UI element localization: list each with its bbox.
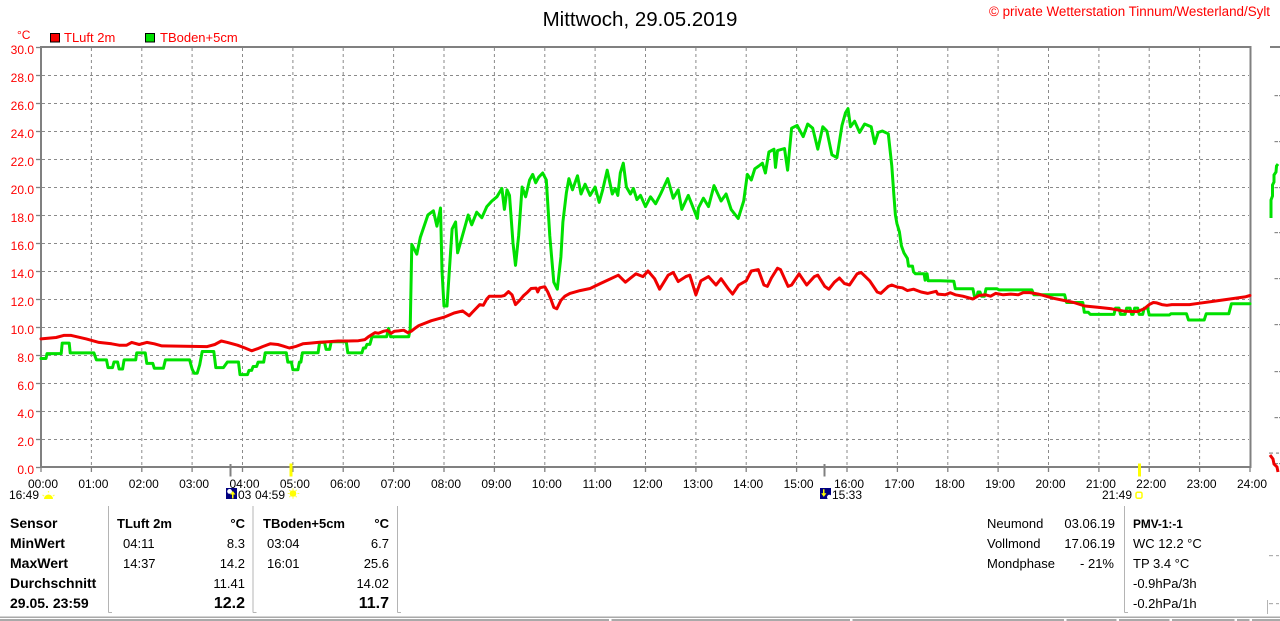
svg-text:30.0: 30.0 (11, 43, 35, 57)
svg-text:6.7: 6.7 (371, 536, 389, 551)
svg-text:04:11: 04:11 (123, 536, 155, 551)
svg-text:08:00: 08:00 (431, 477, 461, 491)
svg-text:TBoden+5cm: TBoden+5cm (263, 516, 345, 531)
svg-text:21:49: 21:49 (1102, 488, 1132, 502)
svg-text:TLuft 2m: TLuft 2m (64, 30, 115, 45)
svg-text:8.0: 8.0 (17, 351, 34, 365)
svg-text:11.41: 11.41 (213, 576, 245, 591)
svg-text:Vollmond: Vollmond (987, 536, 1040, 551)
svg-text:8.3: 8.3 (227, 536, 245, 551)
svg-text:13:00: 13:00 (683, 477, 713, 491)
svg-text:12:00: 12:00 (632, 477, 662, 491)
svg-text:MinWert: MinWert (10, 535, 65, 551)
svg-text:4.0: 4.0 (17, 407, 34, 421)
svg-text:28.0: 28.0 (11, 71, 35, 85)
svg-text:12.0: 12.0 (11, 295, 35, 309)
svg-text:WC 12.2 °C: WC 12.2 °C (1133, 536, 1202, 551)
svg-text:TBoden+5cm: TBoden+5cm (160, 30, 238, 45)
svg-text:°C: °C (230, 516, 245, 531)
svg-text:14.0: 14.0 (11, 267, 35, 281)
svg-text:16:49: 16:49 (9, 488, 39, 502)
svg-text:21:00: 21:00 (1086, 477, 1116, 491)
svg-text:°C: °C (374, 516, 389, 531)
svg-text:6.0: 6.0 (17, 379, 34, 393)
svg-text:11:00: 11:00 (583, 477, 612, 491)
svg-text:TP 3.4 °C: TP 3.4 °C (1133, 556, 1189, 571)
svg-text:-0.9hPa/3h: -0.9hPa/3h (1133, 576, 1197, 591)
svg-text:18.0: 18.0 (11, 211, 35, 225)
svg-text:16:01: 16:01 (267, 556, 300, 571)
svg-text:16:00: 16:00 (834, 477, 864, 491)
svg-text:16.0: 16.0 (11, 239, 35, 253)
svg-text:04:00: 04:00 (229, 477, 259, 491)
svg-text:22:00: 22:00 (1136, 477, 1166, 491)
svg-text:20:00: 20:00 (1035, 477, 1065, 491)
svg-text:05:00: 05:00 (280, 477, 310, 491)
svg-text:03:00: 03:00 (179, 477, 209, 491)
svg-text:11.7: 11.7 (359, 595, 389, 612)
svg-text:-0.2hPa/1h: -0.2hPa/1h (1133, 596, 1197, 611)
svg-text:15:00: 15:00 (784, 477, 814, 491)
svg-text:MaxWert: MaxWert (10, 555, 68, 571)
svg-text:Durchschnitt: Durchschnitt (10, 575, 97, 591)
svg-text:17.06.19: 17.06.19 (1064, 536, 1115, 551)
svg-text:25.6: 25.6 (364, 556, 389, 571)
svg-text:26.0: 26.0 (11, 99, 35, 113)
svg-text:10:00: 10:00 (532, 477, 562, 491)
svg-text:01:00: 01:00 (78, 477, 108, 491)
svg-text:18:00: 18:00 (935, 477, 965, 491)
svg-text:14:00: 14:00 (733, 477, 763, 491)
svg-text:00:00: 00:00 (28, 477, 58, 491)
svg-text:15:33: 15:33 (832, 488, 862, 502)
svg-text:10.0: 10.0 (11, 323, 35, 337)
svg-text:Neumond: Neumond (987, 516, 1043, 531)
svg-text:12.2: 12.2 (214, 595, 245, 612)
svg-text:09:00: 09:00 (481, 477, 511, 491)
svg-text:17:00: 17:00 (884, 477, 914, 491)
svg-text:14:37: 14:37 (123, 556, 156, 571)
svg-text:© private Wetterstation Tinnum: © private Wetterstation Tinnum/Westerlan… (989, 4, 1270, 19)
svg-text:PMV-1:-1: PMV-1:-1 (1133, 517, 1183, 531)
svg-text:24.0: 24.0 (11, 127, 35, 141)
svg-text:Mondphase: Mondphase (987, 556, 1055, 571)
svg-text:°C: °C (17, 28, 31, 42)
svg-text:TLuft 2m: TLuft 2m (117, 516, 172, 531)
svg-text:04:59: 04:59 (255, 488, 285, 502)
svg-text:07:00: 07:00 (381, 477, 411, 491)
svg-text:14.2: 14.2 (220, 556, 245, 571)
svg-text:20.0: 20.0 (11, 183, 35, 197)
svg-text:- 21%: - 21% (1080, 556, 1114, 571)
svg-text:Sensor: Sensor (10, 515, 58, 531)
svg-text:03.06.19: 03.06.19 (1064, 516, 1115, 531)
svg-text:Mittwoch, 29.05.2019: Mittwoch, 29.05.2019 (543, 8, 738, 31)
svg-text:02:00: 02:00 (129, 477, 159, 491)
svg-text:06:00: 06:00 (330, 477, 360, 491)
svg-text:03:04: 03:04 (267, 536, 300, 551)
svg-text:0.0: 0.0 (17, 463, 34, 477)
svg-text:22.0: 22.0 (11, 155, 35, 169)
svg-text:19:00: 19:00 (985, 477, 1015, 491)
svg-text:2.0: 2.0 (17, 435, 34, 449)
svg-text:23:00: 23:00 (1187, 477, 1217, 491)
svg-text:14.02: 14.02 (356, 576, 389, 591)
svg-text:24:00: 24:00 (1237, 477, 1267, 491)
svg-text:29.05. 23:59: 29.05. 23:59 (10, 595, 89, 611)
